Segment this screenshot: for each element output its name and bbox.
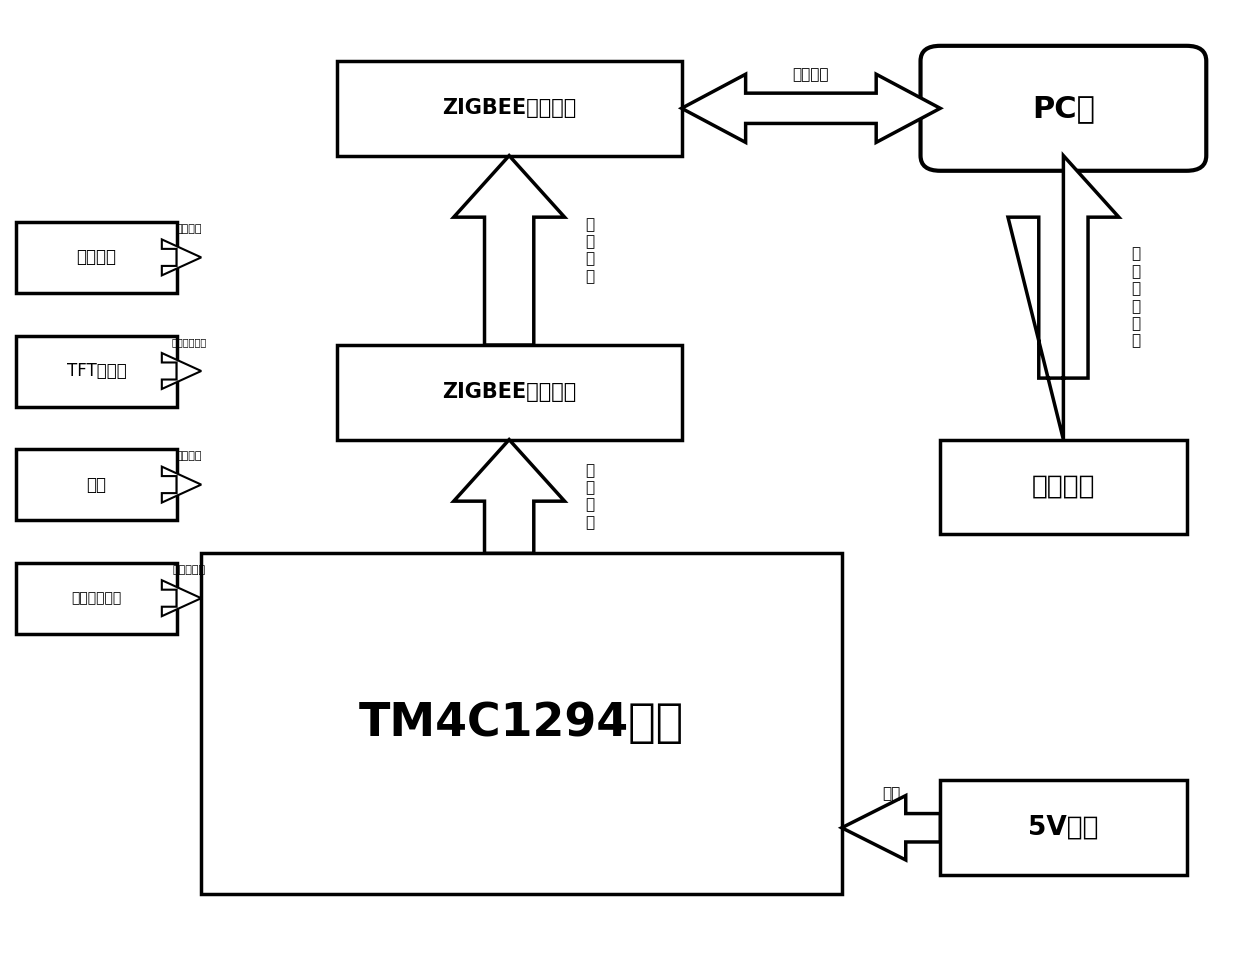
Text: 数
据
传
输: 数 据 传 输: [585, 463, 595, 530]
Text: ZIGBEE发送模块: ZIGBEE发送模块: [441, 382, 577, 402]
Bar: [337, 61, 682, 156]
Text: 按键数据: 按键数据: [176, 223, 202, 234]
Text: ZIGBEE接收模块: ZIGBEE接收模块: [441, 98, 577, 118]
Bar: [16, 562, 176, 634]
Bar: [16, 449, 176, 520]
Polygon shape: [454, 156, 564, 345]
Polygon shape: [161, 581, 201, 616]
Text: 数据传输: 数据传输: [792, 67, 830, 82]
Text: 三轴加速度计: 三轴加速度计: [72, 591, 122, 605]
Polygon shape: [1008, 156, 1118, 439]
Text: 摇杆: 摇杆: [87, 476, 107, 494]
Polygon shape: [682, 74, 940, 142]
Polygon shape: [842, 796, 940, 860]
Polygon shape: [161, 353, 201, 389]
Text: 触点位置数据: 触点位置数据: [171, 337, 207, 348]
Text: 供电: 供电: [882, 786, 900, 801]
Text: 摇杆数据: 摇杆数据: [176, 451, 202, 461]
Text: TFT触摸屏: TFT触摸屏: [67, 362, 126, 380]
Text: 加速度数据: 加速度数据: [172, 564, 206, 575]
Polygon shape: [161, 240, 201, 275]
Text: 电脑游戏: 电脑游戏: [1032, 474, 1095, 500]
Polygon shape: [161, 467, 201, 502]
Text: TM4C1294芯片: TM4C1294芯片: [358, 701, 684, 746]
Bar: [16, 335, 176, 407]
Text: PC端: PC端: [1032, 94, 1095, 123]
Text: 游
戏
数
据
传
输: 游 戏 数 据 传 输: [1131, 246, 1141, 349]
Polygon shape: [454, 439, 564, 553]
Bar: [337, 345, 682, 439]
Text: 5V电源: 5V电源: [1028, 815, 1099, 840]
Text: 矩阵键盘: 矩阵键盘: [77, 248, 117, 266]
Bar: [16, 222, 176, 293]
Bar: [201, 553, 842, 894]
Text: 发
送
数
据: 发 送 数 据: [585, 217, 595, 284]
FancyBboxPatch shape: [920, 46, 1207, 171]
Bar: [940, 780, 1187, 875]
Bar: [940, 439, 1187, 534]
